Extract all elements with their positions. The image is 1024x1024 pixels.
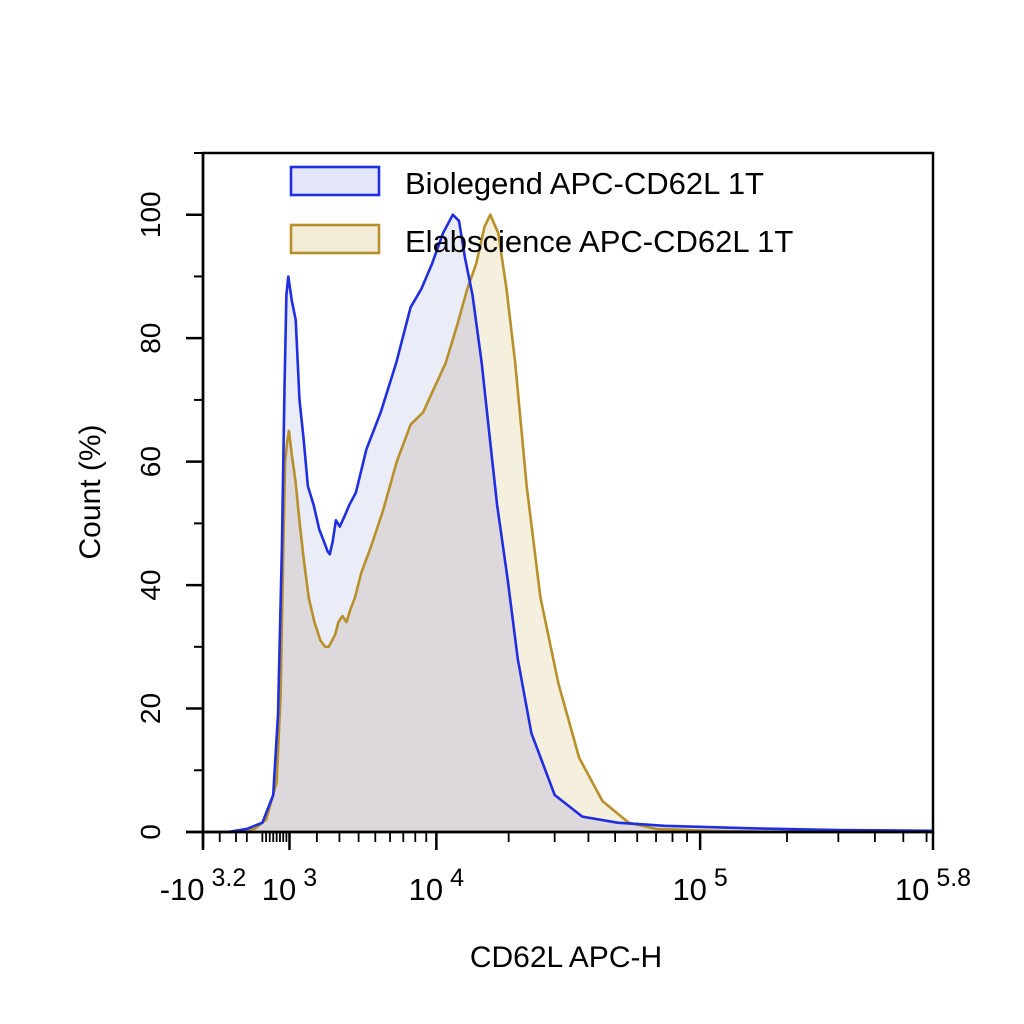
legend: Biolegend APC-CD62L 1T Elabscience APC-CD… bbox=[289, 165, 793, 259]
y-tick-label: 20 bbox=[135, 693, 166, 724]
y-tick-label: 40 bbox=[135, 570, 166, 601]
y-tick-label: 60 bbox=[135, 446, 166, 477]
x-tick-label: 10 3 bbox=[262, 864, 317, 907]
x-tick-label: -10 3.2 bbox=[160, 864, 247, 907]
y-tick-label: 0 bbox=[135, 824, 166, 840]
y-axis-title: Count (%) bbox=[74, 424, 107, 559]
x-axis: -10 3.2 10 3 10 4 10 5 10 5.8 bbox=[160, 832, 971, 907]
x-tick-label: 10 5 bbox=[672, 864, 727, 907]
series-layer bbox=[203, 213, 934, 834]
legend-swatch-1 bbox=[289, 223, 381, 255]
y-tick-label: 100 bbox=[135, 191, 166, 238]
x-axis-title: CD62L APC-H bbox=[470, 941, 662, 974]
overlap-fill bbox=[203, 214, 933, 832]
legend-swatch-0 bbox=[289, 165, 381, 197]
y-axis: 0 20 40 60 80 100 bbox=[135, 152, 203, 840]
x-tick-label: 10 4 bbox=[409, 864, 464, 907]
series-line-1 bbox=[203, 213, 933, 834]
series-line-0 bbox=[203, 213, 934, 834]
legend-label-1: Elabscience APC-CD62L 1T bbox=[405, 224, 793, 259]
x-tick-label: 10 5.8 bbox=[895, 864, 971, 907]
y-tick-label: 80 bbox=[135, 323, 166, 354]
legend-label-0: Biolegend APC-CD62L 1T bbox=[405, 166, 764, 201]
